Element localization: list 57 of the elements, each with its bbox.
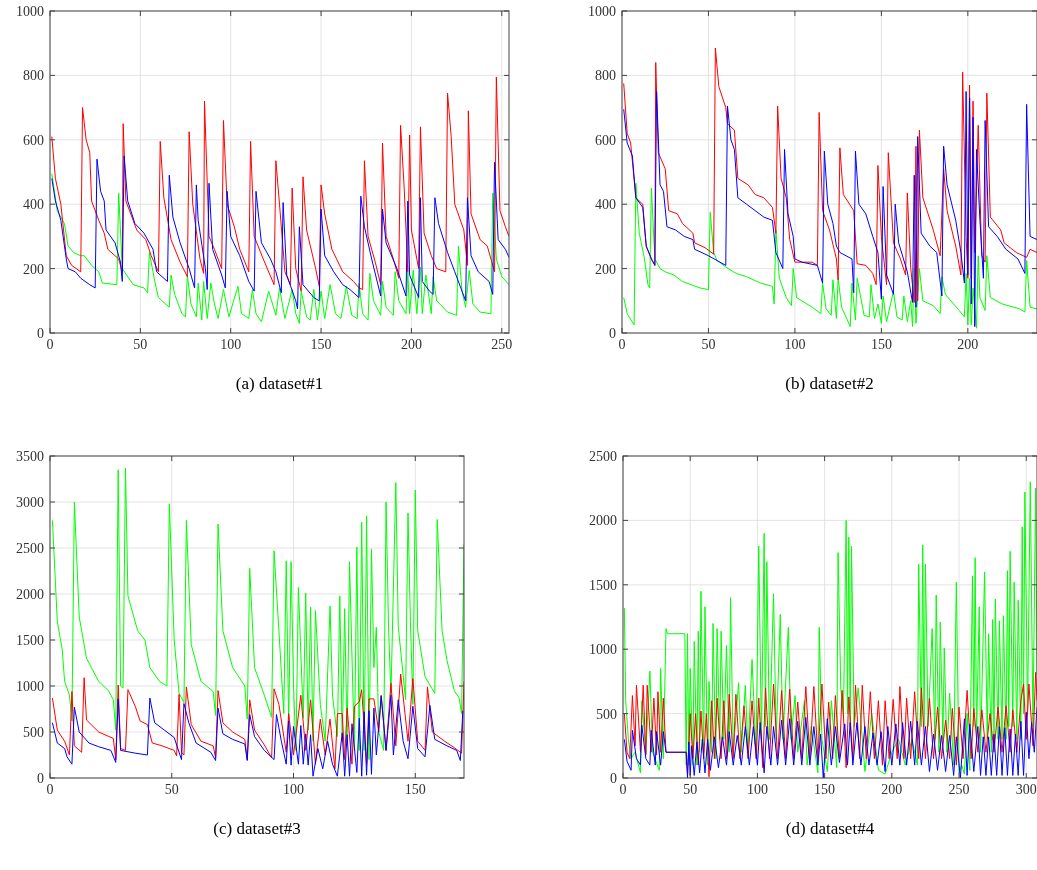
x-axis-title: (b) dataset#2 [785, 374, 874, 393]
y-tick-label: 200 [595, 261, 616, 277]
x-tick-label: 50 [683, 782, 698, 797]
y-tick-label: 500 [23, 725, 44, 740]
x-tick-label: 100 [784, 337, 806, 352]
y-tick-label: 2000 [16, 587, 44, 602]
y-tick-label: 1000 [16, 679, 44, 694]
line-series [623, 91, 1037, 328]
y-tick-label: 400 [595, 197, 616, 213]
x-tick-label: 0 [619, 782, 627, 797]
y-tick-label: 1500 [16, 633, 44, 648]
x-axis-title: (a) dataset#1 [235, 374, 324, 393]
y-tick-label: 3000 [16, 495, 44, 510]
line-series [623, 182, 1037, 329]
y-tick-label: 200 [23, 261, 44, 277]
y-tick-label: 1000 [589, 642, 617, 658]
x-tick-label: 50 [133, 337, 148, 352]
y-tick-label: 600 [595, 132, 616, 148]
y-tick-label: 0 [37, 771, 44, 786]
x-tick-label: 200 [957, 337, 979, 352]
x-tick-label: 150 [814, 782, 836, 797]
line-series [623, 481, 1037, 775]
x-tick-label: 150 [870, 337, 892, 352]
y-tick-label: 600 [23, 132, 44, 148]
y-tick-label: 0 [610, 771, 617, 786]
y-tick-label: 2500 [589, 449, 617, 464]
line-series [51, 673, 464, 770]
x-tick-label: 250 [491, 337, 513, 352]
x-tick-label: 200 [400, 337, 422, 352]
x-tick-label: 150 [310, 337, 332, 352]
x-tick-label: 100 [283, 782, 305, 797]
x-tick-label: 50 [164, 782, 179, 797]
x-axis-title: (c) dataset#3 [213, 819, 301, 838]
y-tick-label: 3500 [16, 449, 44, 464]
y-tick-label: 1000 [16, 4, 44, 19]
y-tick-label: 0 [609, 326, 616, 341]
y-tick-label: 500 [596, 706, 617, 722]
y-tick-label: 0 [37, 326, 44, 341]
y-tick-label: 800 [23, 68, 44, 84]
x-tick-label: 100 [746, 782, 768, 797]
y-tick-label: 1000 [588, 4, 616, 19]
line-series [51, 76, 509, 292]
y-tick-label: 1500 [589, 577, 617, 593]
x-tick-label: 250 [948, 782, 970, 797]
x-tick-label: 50 [701, 337, 716, 352]
y-tick-label: 2500 [16, 541, 44, 556]
y-tick-label: 2000 [589, 513, 617, 529]
line-series [51, 173, 509, 324]
x-tick-label: 150 [404, 782, 426, 797]
line-series [51, 467, 464, 761]
x-tick-label: 300 [1015, 782, 1037, 797]
y-tick-label: 400 [23, 197, 44, 213]
line-series [51, 155, 509, 310]
x-tick-label: 200 [881, 782, 903, 797]
y-tick-label: 800 [595, 68, 616, 84]
x-tick-label: 100 [220, 337, 242, 352]
x-axis-title: (d) dataset#4 [785, 819, 875, 838]
